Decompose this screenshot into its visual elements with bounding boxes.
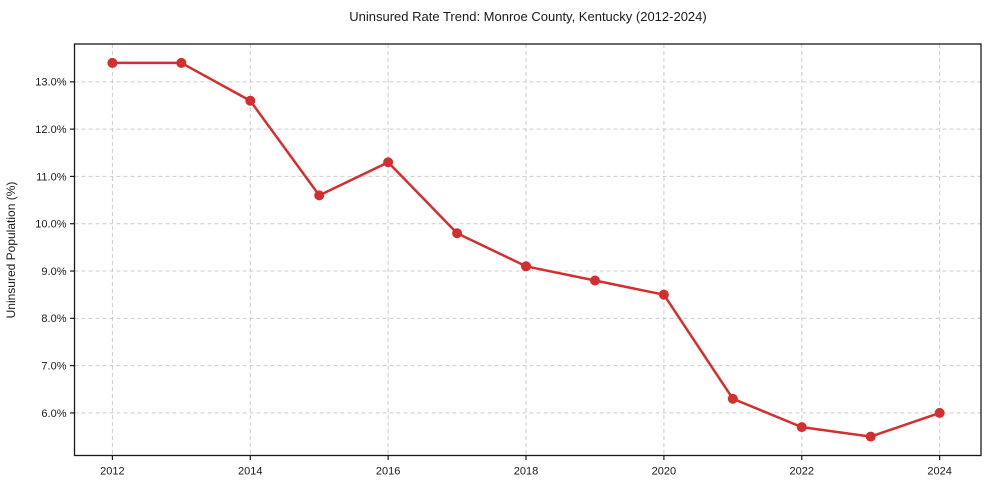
y-tick-label: 7.0% [41, 360, 66, 372]
data-layer [107, 57, 945, 442]
y-tick-label: 8.0% [41, 313, 66, 325]
grid-layer [74, 44, 981, 456]
data-point [452, 228, 463, 239]
data-point [727, 393, 738, 404]
axis-layer: 6.0% 7.0% 8.0% 9.0% 10.0% 11.0% 12.0% 13.0% 2012… [35, 43, 982, 478]
y-tick-label: 13.0% [35, 77, 66, 89]
x-tick-label: 2020 [652, 466, 676, 478]
y-tick-label: 10.0% [35, 219, 66, 231]
x-tick-label: 2018 [514, 466, 538, 478]
x-tick-label: 2024 [927, 466, 951, 478]
data-point [865, 431, 876, 442]
data-point [934, 407, 945, 418]
y-tick-label: 6.0% [41, 408, 66, 420]
x-tick-label: 2014 [238, 466, 262, 478]
y-tick-label: 9.0% [41, 266, 66, 278]
data-point [521, 261, 532, 272]
y-tick-label: 11.0% [36, 171, 67, 183]
x-tick-label: 2016 [376, 466, 400, 478]
data-point [589, 275, 600, 286]
y-tick-label: 12.0% [35, 124, 66, 136]
y-axis-label: Uninsured Population (%) [4, 182, 18, 319]
x-tick-label: 2012 [100, 466, 124, 478]
x-tick-label: 2022 [790, 466, 814, 478]
data-point [658, 289, 669, 300]
data-point [245, 95, 256, 106]
plot-border [73, 43, 982, 457]
data-point [176, 57, 187, 68]
data-point [314, 190, 325, 201]
chart-title: Uninsured Rate Trend: Monroe County, Ken… [349, 9, 706, 24]
data-point [107, 57, 118, 68]
data-point [796, 422, 807, 433]
data-point [383, 157, 394, 168]
